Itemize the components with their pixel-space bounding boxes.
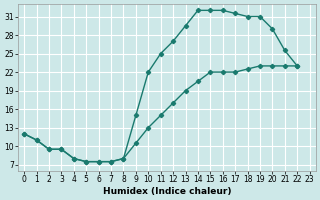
X-axis label: Humidex (Indice chaleur): Humidex (Indice chaleur) [103, 187, 231, 196]
